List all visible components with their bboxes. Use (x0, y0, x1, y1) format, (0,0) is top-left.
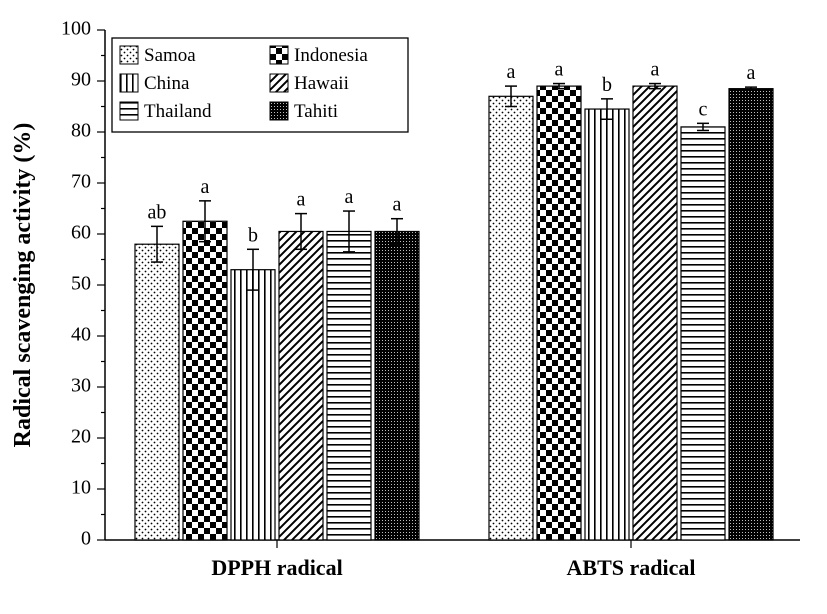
bar-chart: 0 10 20 30 40 50 60 70 80 90 100 Radical scavenging… (0, 0, 827, 614)
significance-label: a (651, 59, 660, 81)
legend-swatch (270, 102, 288, 120)
y-tick-label: 100 (61, 18, 91, 40)
bar (183, 221, 227, 540)
legend-label: Hawaii (294, 73, 349, 94)
y-tick-label: 50 (71, 273, 91, 295)
y-tick-label: 30 (71, 375, 91, 397)
y-tick-label: 60 (71, 222, 91, 244)
bar (375, 231, 419, 540)
y-tick-label: 20 (71, 426, 91, 448)
y-axis-label: Radical scavenging activity (%) (10, 123, 36, 448)
legend-label: Tahiti (294, 101, 338, 122)
bar (681, 127, 725, 540)
y-tick-label: 70 (71, 171, 91, 193)
significance-label: a (555, 59, 564, 81)
category-label: ABTS radical (567, 555, 696, 580)
significance-label: c (699, 98, 708, 120)
y-tick-label: 80 (71, 120, 91, 142)
legend-label: China (144, 73, 190, 94)
significance-label: a (747, 62, 756, 84)
legend-swatch (120, 74, 138, 92)
significance-label: a (393, 194, 402, 216)
bar (585, 109, 629, 540)
y-tick-label: 0 (81, 528, 91, 550)
bar (279, 231, 323, 540)
legend-swatch (120, 102, 138, 120)
significance-label: b (602, 74, 612, 96)
significance-label: ab (148, 201, 167, 223)
legend-swatch (270, 46, 288, 64)
bar (729, 89, 773, 540)
significance-label: a (201, 176, 210, 198)
legend-label: Indonesia (294, 45, 368, 66)
category-label: DPPH radical (211, 555, 342, 580)
y-tick-label: 40 (71, 324, 91, 346)
bar (489, 96, 533, 540)
significance-label: a (297, 189, 306, 211)
y-tick-label: 10 (71, 477, 91, 499)
bar (537, 86, 581, 540)
bar (231, 270, 275, 540)
legend-label: Samoa (144, 45, 196, 66)
bar (633, 86, 677, 540)
legend-swatch (270, 74, 288, 92)
legend-swatch (120, 46, 138, 64)
chart-container: 0 10 20 30 40 50 60 70 80 90 100 Radical scavenging… (0, 0, 827, 614)
significance-label: a (345, 186, 354, 208)
bar (327, 231, 371, 540)
y-tick-label: 90 (71, 69, 91, 91)
significance-label: b (248, 224, 258, 246)
legend-label: Thailand (144, 101, 212, 122)
bar (135, 244, 179, 540)
significance-label: a (507, 61, 516, 83)
